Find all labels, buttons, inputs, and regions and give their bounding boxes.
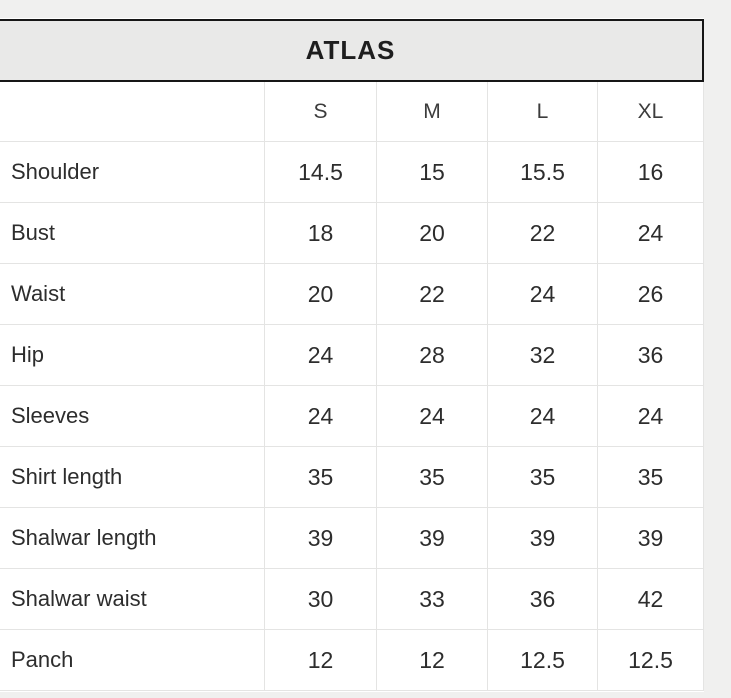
size-header-l: L xyxy=(488,82,598,142)
size-value: 28 xyxy=(377,325,488,386)
size-chart: ATLAS S M L XL Shoulder 14.5 15 15.5 16 … xyxy=(0,18,704,692)
size-value: 36 xyxy=(488,569,598,630)
size-header-m: M xyxy=(377,82,488,142)
size-value: 14.5 xyxy=(265,142,377,203)
size-value: 39 xyxy=(488,508,598,569)
size-value: 15.5 xyxy=(488,142,598,203)
size-value: 24 xyxy=(265,325,377,386)
size-value: 22 xyxy=(377,264,488,325)
size-value: 39 xyxy=(265,508,377,569)
size-value: 18 xyxy=(265,203,377,264)
size-value: 20 xyxy=(377,203,488,264)
size-table: S M L XL Shoulder 14.5 15 15.5 16 Bust 1… xyxy=(0,82,704,691)
size-value: 24 xyxy=(598,203,704,264)
size-value: 20 xyxy=(265,264,377,325)
measurement-label: Shoulder xyxy=(0,142,265,203)
measurement-label: Shalwar waist xyxy=(0,569,265,630)
size-value: 32 xyxy=(488,325,598,386)
size-value: 42 xyxy=(598,569,704,630)
size-value: 35 xyxy=(265,447,377,508)
size-value: 24 xyxy=(488,264,598,325)
size-value: 36 xyxy=(598,325,704,386)
measurement-label: Bust xyxy=(0,203,265,264)
size-value: 12 xyxy=(377,630,488,691)
size-value: 16 xyxy=(598,142,704,203)
size-value: 12 xyxy=(265,630,377,691)
size-value: 39 xyxy=(598,508,704,569)
brand-title-banner: ATLAS xyxy=(0,19,704,82)
size-header-xl: XL xyxy=(598,82,704,142)
measurement-label: Sleeves xyxy=(0,386,265,447)
size-value: 24 xyxy=(598,386,704,447)
size-value: 39 xyxy=(377,508,488,569)
size-value: 35 xyxy=(488,447,598,508)
measurement-label: Shalwar length xyxy=(0,508,265,569)
size-value: 33 xyxy=(377,569,488,630)
size-value: 12.5 xyxy=(598,630,704,691)
size-value: 12.5 xyxy=(488,630,598,691)
measurement-label: Shirt length xyxy=(0,447,265,508)
measurement-label: Hip xyxy=(0,325,265,386)
size-value: 15 xyxy=(377,142,488,203)
measurement-label: Waist xyxy=(0,264,265,325)
size-value: 24 xyxy=(265,386,377,447)
size-value: 24 xyxy=(488,386,598,447)
size-value: 30 xyxy=(265,569,377,630)
size-value: 35 xyxy=(377,447,488,508)
brand-title: ATLAS xyxy=(305,35,396,65)
size-header-s: S xyxy=(265,82,377,142)
size-value: 22 xyxy=(488,203,598,264)
measurement-label: Panch xyxy=(0,630,265,691)
size-value: 24 xyxy=(377,386,488,447)
corner-cell xyxy=(0,82,265,142)
size-value: 35 xyxy=(598,447,704,508)
size-value: 26 xyxy=(598,264,704,325)
